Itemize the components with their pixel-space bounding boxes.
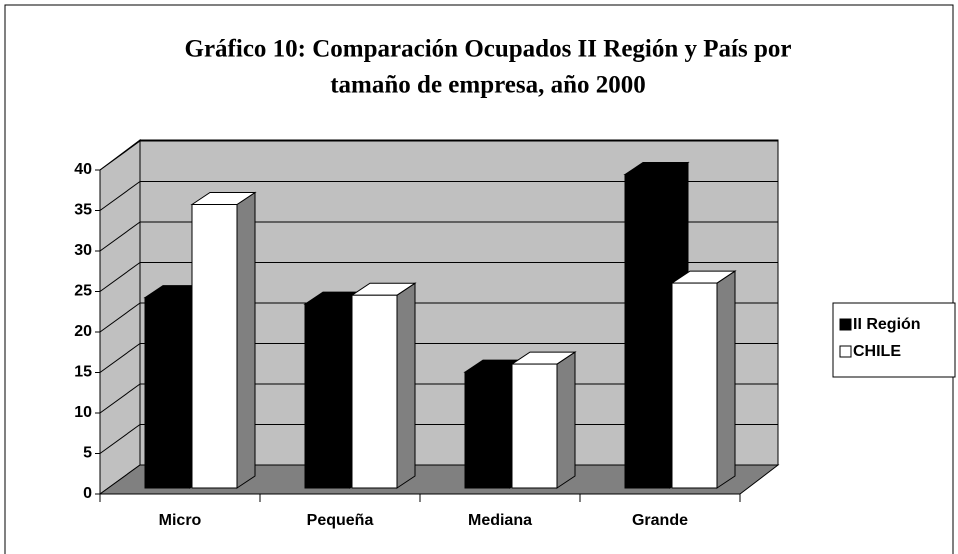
bar xyxy=(144,297,191,489)
bar xyxy=(671,282,718,489)
y-tick-label: 25 xyxy=(74,283,92,300)
chart-title: Gráfico 10: Comparación Ocupados II Regi… xyxy=(185,36,792,63)
legend-label: CHILE xyxy=(853,343,901,360)
x-tick-label: Micro xyxy=(159,512,202,529)
bar-side xyxy=(236,191,256,489)
x-tick-label: Grande xyxy=(632,512,688,529)
grid-line xyxy=(99,221,141,252)
x-tick-label: Mediana xyxy=(468,512,532,529)
bar-side xyxy=(716,270,736,489)
floor xyxy=(98,464,780,495)
bar xyxy=(351,294,398,489)
grid-line xyxy=(99,424,141,454)
bar-side xyxy=(556,351,576,489)
bar xyxy=(191,204,238,489)
grid-line xyxy=(99,181,141,211)
grid-line xyxy=(99,383,141,414)
bar xyxy=(511,363,558,489)
y-tick-label: 40 xyxy=(74,161,92,178)
legend-box xyxy=(832,302,956,378)
grid-line xyxy=(99,262,141,292)
grid-line xyxy=(99,302,141,333)
grid-line xyxy=(99,140,141,171)
y-tick-label: 35 xyxy=(74,202,92,219)
legend-swatch xyxy=(839,318,852,331)
y-tick-label: 30 xyxy=(74,242,92,259)
bar-side xyxy=(396,282,416,489)
bar xyxy=(464,371,511,489)
chart-title: tamaño de empresa, año 2000 xyxy=(330,72,646,99)
legend-label: II Región xyxy=(853,316,921,333)
bar xyxy=(624,174,671,489)
y-tick-label: 20 xyxy=(74,323,92,340)
y-tick-label: 10 xyxy=(74,404,92,421)
grid-line xyxy=(99,343,141,373)
legend-swatch xyxy=(839,345,852,358)
y-tick-label: 15 xyxy=(74,364,92,381)
bar xyxy=(304,303,351,489)
y-tick-label: 0 xyxy=(83,485,92,502)
x-tick-label: Pequeña xyxy=(307,512,374,529)
y-tick-label: 5 xyxy=(83,445,92,462)
